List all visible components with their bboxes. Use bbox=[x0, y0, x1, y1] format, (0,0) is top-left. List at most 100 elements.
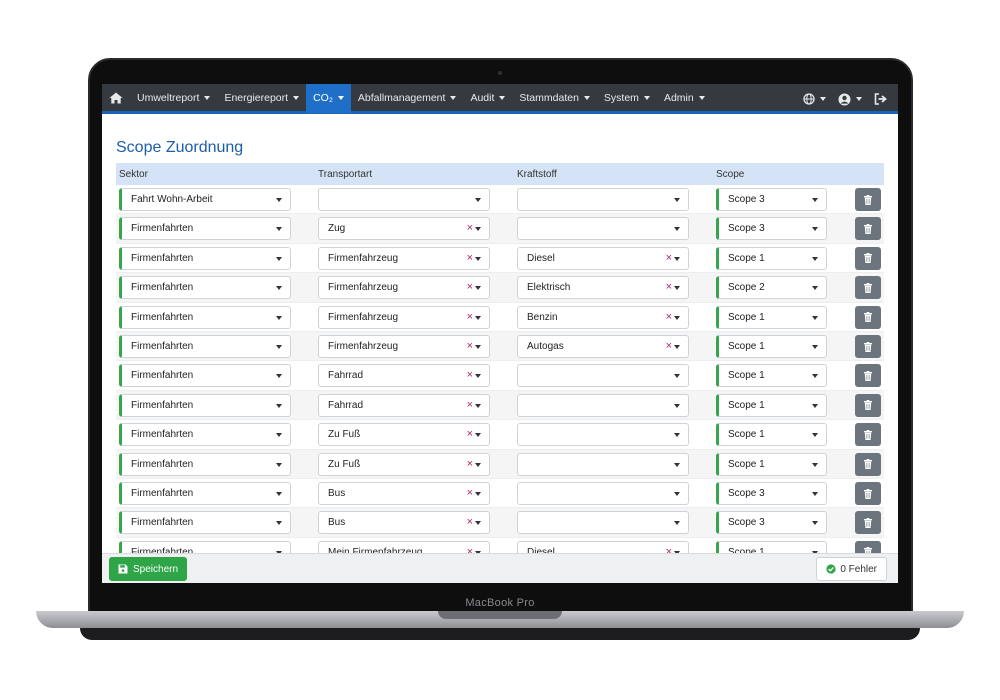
scope-select[interactable]: Scope 1 bbox=[716, 452, 827, 476]
kraftstoff-select[interactable]: Diesel × bbox=[517, 246, 689, 270]
kraftstoff-select[interactable]: Autogas × bbox=[517, 335, 689, 358]
clear-icon[interactable]: × bbox=[665, 545, 672, 558]
chevron-down-icon[interactable] bbox=[674, 462, 680, 467]
clear-icon[interactable]: × bbox=[665, 281, 672, 294]
chevron-down-icon[interactable] bbox=[276, 227, 282, 232]
chevron-down-icon[interactable] bbox=[475, 198, 481, 202]
scope-select[interactable]: Scope 1 bbox=[716, 423, 827, 447]
chevron-down-icon[interactable] bbox=[674, 198, 680, 202]
kraftstoff-select[interactable] bbox=[517, 423, 689, 447]
scope-select[interactable]: Scope 1 bbox=[716, 335, 827, 358]
chevron-down-icon[interactable] bbox=[276, 462, 282, 467]
clear-icon[interactable]: × bbox=[466, 251, 473, 264]
nav-item-5[interactable]: Stammdaten bbox=[512, 84, 597, 113]
transportart-select[interactable]: Bus × bbox=[318, 511, 490, 535]
chevron-down-icon[interactable] bbox=[276, 286, 282, 291]
transportart-select[interactable]: Zu Fuß × bbox=[318, 452, 490, 476]
sektor-select[interactable]: Fahrt Wohn-Arbeit bbox=[119, 188, 291, 211]
chevron-down-icon[interactable] bbox=[674, 227, 680, 232]
chevron-down-icon[interactable] bbox=[674, 315, 680, 320]
transportart-select[interactable]: Fahrrad × bbox=[318, 364, 490, 388]
delete-row-button[interactable] bbox=[855, 217, 881, 241]
nav-item-0[interactable]: Umweltreport bbox=[130, 84, 217, 113]
chevron-down-icon[interactable] bbox=[475, 345, 481, 349]
sektor-select[interactable]: Firmenfahrten bbox=[119, 246, 291, 270]
chevron-down-icon[interactable] bbox=[475, 256, 481, 261]
errors-button[interactable]: 0 Fehler bbox=[816, 557, 887, 581]
transportart-select[interactable]: Firmenfahrzeug × bbox=[318, 276, 490, 300]
clear-icon[interactable]: × bbox=[466, 428, 473, 441]
sektor-select[interactable]: Firmenfahrten bbox=[119, 217, 291, 241]
kraftstoff-select[interactable]: Elektrisch × bbox=[517, 276, 689, 300]
clear-icon[interactable]: × bbox=[466, 222, 473, 235]
chevron-down-icon[interactable] bbox=[674, 374, 680, 379]
kraftstoff-select[interactable] bbox=[517, 482, 689, 505]
nav-item-6[interactable]: System bbox=[597, 84, 657, 113]
chevron-down-icon[interactable] bbox=[276, 374, 282, 379]
scope-select[interactable]: Scope 1 bbox=[716, 246, 827, 270]
chevron-down-icon[interactable] bbox=[674, 256, 680, 261]
kraftstoff-select[interactable] bbox=[517, 217, 689, 241]
sektor-select[interactable]: Firmenfahrten bbox=[119, 305, 291, 329]
scope-select[interactable]: Scope 1 bbox=[716, 364, 827, 388]
scope-select[interactable]: Scope 1 bbox=[716, 393, 827, 417]
transportart-select[interactable]: Bus × bbox=[318, 482, 490, 505]
transportart-select[interactable] bbox=[318, 188, 490, 211]
sektor-select[interactable]: Firmenfahrten bbox=[119, 482, 291, 505]
clear-icon[interactable]: × bbox=[466, 487, 473, 499]
nav-item-4[interactable]: Audit bbox=[463, 84, 512, 113]
chevron-down-icon[interactable] bbox=[475, 286, 481, 291]
language-menu[interactable] bbox=[797, 84, 832, 114]
kraftstoff-select[interactable] bbox=[517, 511, 689, 535]
clear-icon[interactable]: × bbox=[665, 251, 672, 264]
chevron-down-icon[interactable] bbox=[812, 256, 818, 261]
scope-select[interactable]: Scope 2 bbox=[716, 276, 827, 300]
chevron-down-icon[interactable] bbox=[812, 227, 818, 232]
chevron-down-icon[interactable] bbox=[812, 374, 818, 379]
chevron-down-icon[interactable] bbox=[276, 433, 282, 438]
chevron-down-icon[interactable] bbox=[812, 521, 818, 526]
chevron-down-icon[interactable] bbox=[812, 550, 818, 555]
chevron-down-icon[interactable] bbox=[475, 492, 481, 496]
save-button[interactable]: Speichern bbox=[109, 557, 188, 581]
scope-select[interactable]: Scope 3 bbox=[716, 217, 827, 241]
chevron-down-icon[interactable] bbox=[475, 227, 481, 232]
sektor-select[interactable]: Firmenfahrten bbox=[119, 364, 291, 388]
clear-icon[interactable]: × bbox=[665, 340, 672, 352]
delete-row-button[interactable] bbox=[855, 511, 881, 535]
sektor-select[interactable]: Firmenfahrten bbox=[119, 423, 291, 447]
chevron-down-icon[interactable] bbox=[475, 521, 481, 526]
clear-icon[interactable]: × bbox=[466, 457, 473, 470]
chevron-down-icon[interactable] bbox=[674, 403, 680, 408]
delete-row-button[interactable] bbox=[855, 188, 881, 211]
kraftstoff-select[interactable] bbox=[517, 364, 689, 388]
chevron-down-icon[interactable] bbox=[812, 345, 818, 349]
scope-select[interactable]: Scope 1 bbox=[716, 305, 827, 329]
chevron-down-icon[interactable] bbox=[812, 286, 818, 291]
transportart-select[interactable]: Zug × bbox=[318, 217, 490, 241]
sektor-select[interactable]: Firmenfahrten bbox=[119, 452, 291, 476]
sektor-select[interactable]: Firmenfahrten bbox=[119, 276, 291, 300]
chevron-down-icon[interactable] bbox=[812, 198, 818, 202]
kraftstoff-select[interactable]: Benzin × bbox=[517, 305, 689, 329]
nav-home[interactable] bbox=[102, 84, 130, 113]
chevron-down-icon[interactable] bbox=[674, 521, 680, 526]
clear-icon[interactable]: × bbox=[466, 281, 473, 294]
transportart-select[interactable]: Firmenfahrzeug × bbox=[318, 305, 490, 329]
clear-icon[interactable]: × bbox=[466, 516, 473, 529]
chevron-down-icon[interactable] bbox=[276, 345, 282, 349]
clear-icon[interactable]: × bbox=[466, 545, 473, 558]
chevron-down-icon[interactable] bbox=[475, 403, 481, 408]
delete-row-button[interactable] bbox=[855, 452, 881, 476]
chevron-down-icon[interactable] bbox=[276, 256, 282, 261]
chevron-down-icon[interactable] bbox=[276, 492, 282, 496]
nav-item-2[interactable]: CO₂ bbox=[306, 84, 351, 113]
nav-item-1[interactable]: Energiereport bbox=[217, 84, 306, 113]
delete-row-button[interactable] bbox=[855, 393, 881, 417]
nav-item-3[interactable]: Abfallmanagement bbox=[351, 84, 464, 113]
chevron-down-icon[interactable] bbox=[276, 315, 282, 320]
kraftstoff-select[interactable] bbox=[517, 452, 689, 476]
chevron-down-icon[interactable] bbox=[812, 403, 818, 408]
kraftstoff-select[interactable] bbox=[517, 393, 689, 417]
chevron-down-icon[interactable] bbox=[674, 492, 680, 496]
